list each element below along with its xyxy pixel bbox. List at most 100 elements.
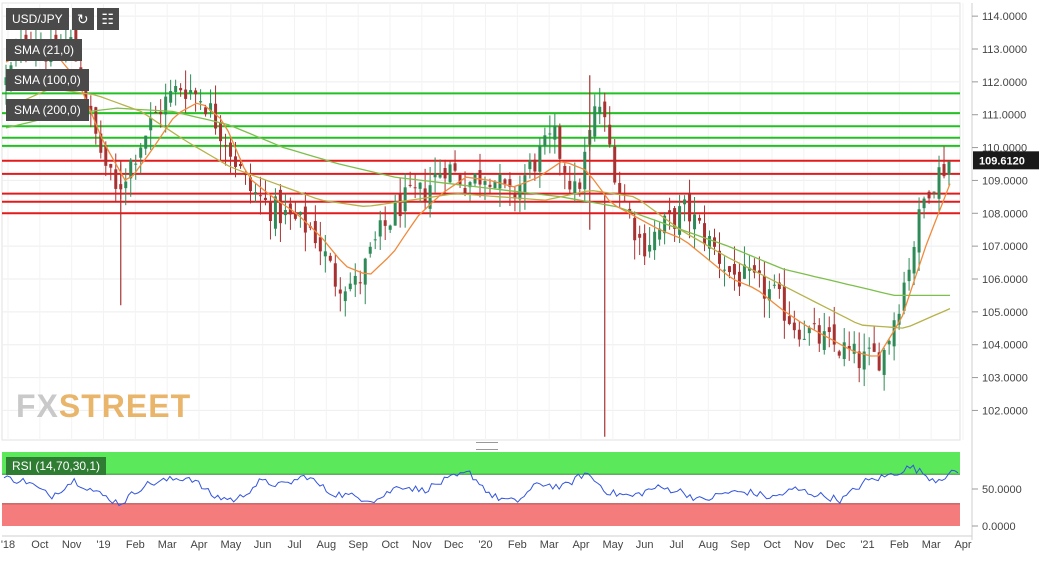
candle-body (328, 255, 332, 261)
candle-body (618, 183, 622, 193)
x-tick-label: Jul (669, 539, 683, 551)
candle-body (583, 151, 587, 190)
y-tick-label: 104.0000 (982, 340, 1028, 352)
candle-body (333, 263, 337, 287)
candle-body (498, 174, 502, 189)
candle-body (827, 327, 831, 333)
rsi-overbought-zone (2, 452, 960, 475)
x-tick-label: Nov (412, 539, 432, 551)
x-tick-label: Aug (699, 539, 719, 551)
chart-settings-icon[interactable]: ☷ (96, 8, 119, 30)
pane-resize-handle[interactable] (476, 442, 498, 450)
candle-body (508, 179, 512, 188)
x-tick-label: Oct (763, 539, 780, 551)
candle-body (942, 164, 946, 177)
candle-body (603, 101, 607, 118)
candle-body (258, 195, 262, 197)
candle-body (408, 184, 412, 186)
y-tick-label: 112.0000 (982, 77, 1027, 89)
candle-body (703, 223, 707, 245)
candle-body (104, 145, 108, 166)
candle-body (99, 133, 103, 153)
x-tick-label: Dec (826, 539, 846, 551)
candle-body (468, 182, 472, 188)
candle-body (234, 156, 238, 167)
candle-body (164, 96, 168, 115)
rsi-tick-label: 0.0000 (982, 521, 1016, 533)
candle-body (638, 233, 642, 238)
candle-body (443, 168, 447, 179)
candle-body (224, 145, 228, 147)
candle-body (832, 324, 836, 345)
x-tick-label: Apr (954, 539, 971, 551)
candle-body (194, 90, 198, 95)
candle-body (877, 352, 881, 371)
candle-body (598, 106, 602, 114)
x-tick-label: May (602, 539, 623, 551)
refresh-icon[interactable]: ↻ (71, 8, 94, 30)
x-tick-label: Oct (381, 539, 398, 551)
candle-body (94, 107, 98, 134)
rsi-tick-label: 50.0000 (982, 484, 1022, 496)
candle-body (413, 187, 417, 189)
candle-body (787, 316, 791, 324)
candle-body (229, 142, 233, 157)
candle-body (149, 117, 153, 131)
candle-body (693, 214, 697, 230)
candle-body (503, 179, 507, 184)
candle-body (383, 220, 387, 226)
rsi-line (3, 464, 959, 507)
symbol-label: USD/JPY (6, 8, 69, 30)
candle-body (154, 111, 158, 113)
sma-100-line (5, 88, 951, 329)
candle-body (568, 180, 572, 190)
candle-body (762, 275, 766, 299)
candle-body (483, 181, 487, 185)
candle-body (727, 266, 731, 273)
candle-body (643, 233, 647, 257)
sma-21-label[interactable]: SMA (21,0) (6, 39, 83, 61)
candle-body (538, 145, 542, 172)
x-tick-label: Oct (31, 539, 48, 551)
candle-body (623, 200, 627, 202)
candle-body (678, 206, 682, 235)
candle-body (393, 201, 397, 226)
x-tick-label: '21 (860, 539, 874, 551)
candle-body (927, 191, 931, 199)
candle-body (822, 331, 826, 350)
candle-body (388, 225, 392, 230)
candle-body (243, 173, 247, 176)
chart-toolbar: USD/JPY ↻ ☷ (6, 8, 119, 30)
candle-body (688, 192, 692, 222)
x-tick-label: Sep (348, 539, 368, 551)
rsi-label[interactable]: RSI (14,70,30,1) (6, 457, 107, 475)
candle-body (722, 269, 726, 271)
candle-body (543, 135, 547, 147)
sma-200-line (5, 107, 950, 297)
x-tick-label: '20 (478, 539, 492, 551)
candle-body (708, 236, 712, 249)
candle-body (378, 220, 382, 237)
x-tick-label: Apr (190, 539, 207, 551)
x-tick-label: Jun (254, 539, 272, 551)
candle-body (139, 147, 143, 158)
sma-200-label[interactable]: SMA (200,0) (6, 99, 89, 121)
candle-body (742, 264, 746, 279)
current-price-label: 109.6120 (979, 155, 1025, 167)
candle-body (757, 270, 761, 274)
candle-body (548, 133, 552, 135)
candle-body (812, 323, 816, 325)
candle-body (917, 209, 921, 253)
x-tick-label: Feb (508, 539, 527, 551)
candle-body (453, 163, 457, 171)
candle-body (737, 271, 741, 287)
candle-body (189, 90, 193, 94)
x-tick-label: Mar (540, 539, 559, 551)
x-tick-label: Jul (287, 539, 301, 551)
candle-body (248, 177, 252, 192)
candle-body (747, 267, 751, 271)
candle-body (902, 282, 906, 311)
sma-100-label[interactable]: SMA (100,0) (6, 69, 89, 91)
candle-body (403, 187, 407, 212)
